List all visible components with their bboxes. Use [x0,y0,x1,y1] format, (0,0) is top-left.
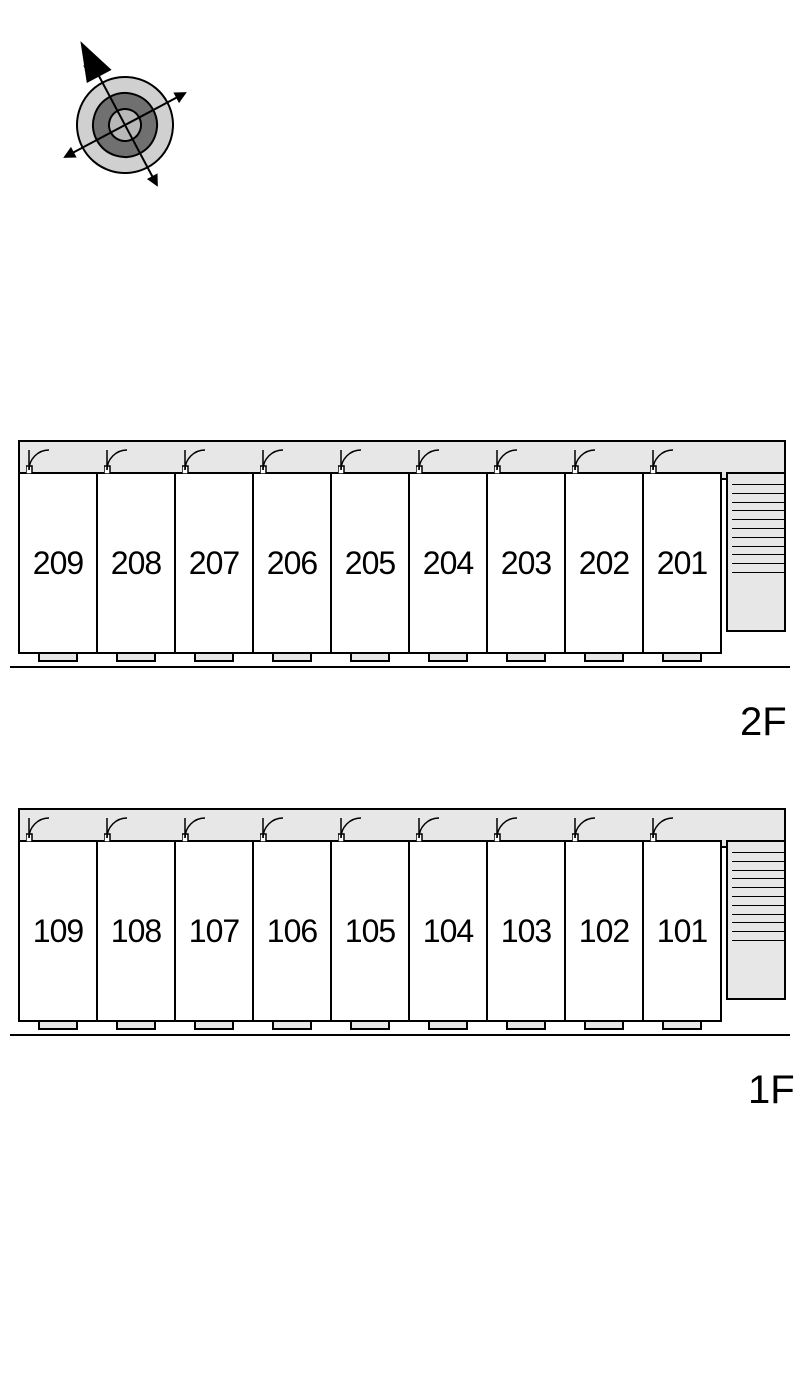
balcony [116,652,156,662]
balcony [584,1020,624,1030]
unit-label: 109 [33,913,83,950]
unit-204: 204 [408,472,488,654]
unit-label: 209 [33,545,83,582]
unit-label: 107 [189,913,239,950]
unit-label: 105 [345,913,395,950]
staircase [726,472,786,632]
balcony [662,652,702,662]
balcony [584,652,624,662]
floor-label: 2F [740,700,787,745]
unit-106: 106 [252,840,332,1022]
balcony [350,652,390,662]
compass-icon: N [40,30,210,200]
unit-202: 202 [564,472,644,654]
balcony [194,1020,234,1030]
unit-108: 108 [96,840,176,1022]
units-row: 109 108 107 106 [18,840,722,1022]
unit-203: 203 [486,472,566,654]
balcony [116,1020,156,1030]
ground-line [10,666,790,668]
unit-label: 201 [657,545,707,582]
unit-label: 202 [579,545,629,582]
balcony [662,1020,702,1030]
balcony [428,1020,468,1030]
balcony [428,652,468,662]
ground-line [10,1034,790,1036]
unit-207: 207 [174,472,254,654]
floorplan-canvas: N 209 208 207 206 [0,0,800,1373]
unit-label: 101 [657,913,707,950]
balcony [506,1020,546,1030]
unit-206: 206 [252,472,332,654]
balcony [272,1020,312,1030]
staircase [726,840,786,1000]
unit-208: 208 [96,472,176,654]
unit-label: 207 [189,545,239,582]
unit-label: 203 [501,545,551,582]
balcony [194,652,234,662]
balcony [38,652,78,662]
unit-105: 105 [330,840,410,1022]
floor-2F: 209 208 207 206 [0,440,800,720]
balcony [272,652,312,662]
floor-1F: 109 108 107 106 [0,808,800,1088]
unit-205: 205 [330,472,410,654]
unit-label: 205 [345,545,395,582]
unit-label: 208 [111,545,161,582]
unit-102: 102 [564,840,644,1022]
balcony [506,652,546,662]
unit-103: 103 [486,840,566,1022]
unit-101: 101 [642,840,722,1022]
unit-104: 104 [408,840,488,1022]
unit-label: 104 [423,913,473,950]
unit-label: 206 [267,545,317,582]
unit-label: 204 [423,545,473,582]
floor-label: 1F [748,1068,795,1113]
unit-201: 201 [642,472,722,654]
unit-label: 102 [579,913,629,950]
unit-107: 107 [174,840,254,1022]
balcony [38,1020,78,1030]
balcony [350,1020,390,1030]
unit-109: 109 [18,840,98,1022]
unit-label: 106 [267,913,317,950]
unit-label: 108 [111,913,161,950]
unit-label: 103 [501,913,551,950]
unit-209: 209 [18,472,98,654]
units-row: 209 208 207 206 [18,472,722,654]
